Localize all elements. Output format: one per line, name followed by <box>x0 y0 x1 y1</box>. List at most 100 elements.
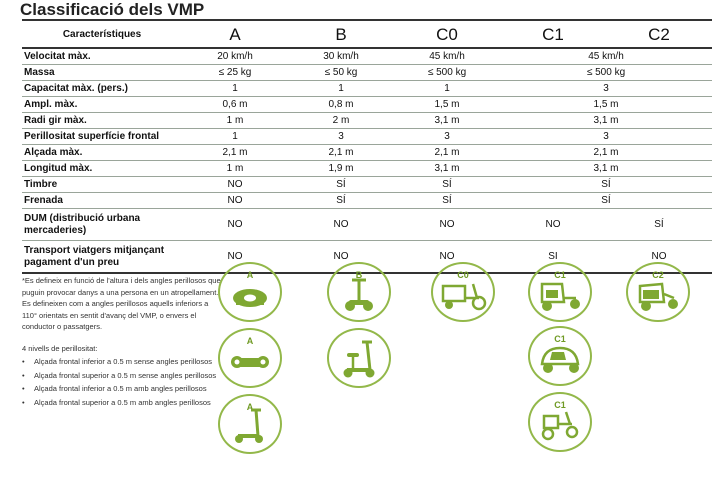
table-row: Timbre NO SÍ SÍ SÍ <box>22 176 712 193</box>
table-cell: 1 m <box>182 112 288 129</box>
row-label: Radi gir màx. <box>22 112 182 129</box>
table-cell: NO <box>288 208 394 241</box>
badge-label: C2 <box>652 270 664 280</box>
table-row: Perillositat superfície frontal 1 3 3 3 <box>22 128 712 145</box>
table-cell: 3,1 m <box>394 160 500 177</box>
levels-title: 4 nivells de perillositat: <box>22 343 98 353</box>
badge-label: B <box>355 270 363 280</box>
row-label: Velocitat màx. <box>22 48 182 65</box>
table-cell: NO <box>394 208 500 241</box>
row-label: Transport viatgers mitjançant pagament d… <box>22 240 182 274</box>
seated-scooter-icon <box>343 340 375 378</box>
badge-label: C0 <box>457 270 469 280</box>
handcart-trike-icon <box>541 411 579 441</box>
row-label: Frenada <box>22 192 182 209</box>
badge-b-seated-scooter <box>327 328 391 388</box>
badge-label: A <box>246 336 254 346</box>
table-cell: 0,8 m <box>288 96 394 113</box>
table-cell: 20 km/h <box>182 48 288 65</box>
badge-a-kick-scooter: A <box>218 394 282 454</box>
table-cell: ≤ 50 kg <box>288 64 394 81</box>
table-row: Velocitat màx. 20 km/h 30 km/h 45 km/h 45 km… <box>22 48 712 65</box>
table-cell: 1 <box>288 80 394 97</box>
table-cell: 3 <box>394 128 500 145</box>
cargo-bike-icon <box>441 283 487 311</box>
table-cell: 3,1 m <box>500 160 712 177</box>
table-cell: ≤ 500 kg <box>500 64 712 81</box>
table-cell: 1,9 m <box>288 160 394 177</box>
hoverboard-icon <box>231 356 269 368</box>
footnote-text: *Es defineix en funció de l'altura i del… <box>22 276 221 331</box>
badge-a-hoverboard: A <box>218 328 282 388</box>
badge-label: A <box>246 270 254 280</box>
table-cell: SÍ <box>394 192 500 209</box>
rickshaw-icon <box>540 282 580 311</box>
table-row: Capacitat màx. (pers.) 1 1 1 3 <box>22 80 712 97</box>
kick-scooter-icon <box>235 408 263 443</box>
badge-b-segway: B <box>327 262 391 322</box>
header-category-c2: C2 <box>606 19 712 49</box>
table-cell: 3 <box>288 128 394 145</box>
row-label: Capacitat màx. (pers.) <box>22 80 182 97</box>
row-label: Ampl. màx. <box>22 96 182 113</box>
table-row: Alçada màx. 2,1 m 2,1 m 2,1 m 2,1 m <box>22 144 712 161</box>
table-cell: 3,1 m <box>500 112 712 129</box>
table-cell: 1,5 m <box>394 96 500 113</box>
badge-c1-handcart-trike: C1 <box>528 392 592 452</box>
cargo-pedicab-icon <box>638 282 678 311</box>
table-cell: 1,5 m <box>500 96 712 113</box>
table-cell: 2,1 m <box>394 144 500 161</box>
table-cell: 2,1 m <box>500 144 712 161</box>
row-label: Timbre <box>22 176 182 193</box>
table-cell: NO <box>182 192 288 209</box>
table-cell: ≤ 25 kg <box>182 64 288 81</box>
header-characteristics: Característiques <box>22 19 182 49</box>
table-cell: 45 km/h <box>500 48 712 65</box>
table-cell: ≤ 500 kg <box>394 64 500 81</box>
level-item: Alçada frontal inferior a 0.5 m sense an… <box>22 356 222 368</box>
table-cell: SÍ <box>500 192 712 209</box>
header-category-a: A <box>182 19 288 49</box>
table-cell: 1 <box>182 80 288 97</box>
header-category-c1: C1 <box>500 19 606 49</box>
badge-a-monowheel: A <box>218 262 282 322</box>
table-cell: 1 <box>182 128 288 145</box>
table-cell: SÍ <box>394 176 500 193</box>
row-label: Alçada màx. <box>22 144 182 161</box>
row-label: DUM (distribució urbana mercaderies) <box>22 208 182 241</box>
level-item: Alçada frontal superior a 0.5 m amb angl… <box>22 397 222 409</box>
table-cell: SÍ <box>500 176 712 193</box>
header-category-b: B <box>288 19 394 49</box>
table-cell: SÍ <box>288 176 394 193</box>
page-title: Classificació dels VMP <box>20 0 205 19</box>
badge-c1-rickshaw: C1 <box>528 262 592 322</box>
badge-label: C1 <box>554 270 566 280</box>
badge-label: C1 <box>554 334 566 344</box>
table-cell: NO <box>182 176 288 193</box>
table-cell: 2,1 m <box>288 144 394 161</box>
table-cell: 3 <box>500 128 712 145</box>
table-cell: 45 km/h <box>394 48 500 65</box>
table-cell: 1 m <box>182 160 288 177</box>
table-cell: NO <box>500 208 606 241</box>
level-item: Alçada frontal inferior a 0.5 m amb angl… <box>22 383 222 395</box>
badge-label: C1 <box>554 400 566 410</box>
table-cell: 30 km/h <box>288 48 394 65</box>
table-row: Frenada NO SÍ SÍ SÍ <box>22 192 712 209</box>
table-header-row: Característiques A B C0 C1 C2 <box>22 19 712 49</box>
segway-icon <box>345 278 373 311</box>
table-cell: SÍ <box>288 192 394 209</box>
enclosed-trike-icon <box>540 346 580 373</box>
table-cell: NO <box>182 208 288 241</box>
level-item: Alçada frontal superior a 0.5 m sense an… <box>22 370 222 382</box>
levels-list: Alçada frontal inferior a 0.5 m sense an… <box>22 356 222 408</box>
table-cell: 1 <box>394 80 500 97</box>
notes-panel: *Es defineix en funció de l'altura i del… <box>22 275 222 410</box>
table-row: DUM (distribució urbana mercaderies) NO NO… <box>22 208 712 241</box>
table-row: Ampl. màx. 0,6 m 0,8 m 1,5 m 1,5 m <box>22 96 712 113</box>
monowheel-icon <box>233 289 267 307</box>
table-cell: SÍ <box>606 208 712 241</box>
row-label: Perillositat superfície frontal <box>22 128 182 145</box>
vmp-classification-table: Característiques A B C0 C1 C2 Velocitat … <box>22 19 712 274</box>
